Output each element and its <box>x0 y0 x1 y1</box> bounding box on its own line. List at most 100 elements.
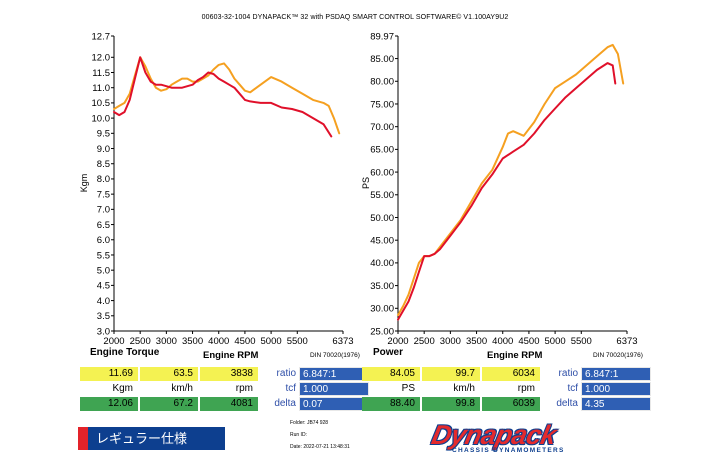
power-tcf-label: tcf <box>567 383 578 394</box>
report-header: 00603-32-1004 DYNAPACK™ 32 with PSDAQ SM… <box>201 14 509 21</box>
torque-compare-speed: 67.2 <box>140 397 198 411</box>
torque-y-tick-label: 5.0 <box>97 265 110 276</box>
torque-y-tick-label: 10.5 <box>92 98 111 109</box>
torque-x-tick-label: 5000 <box>261 336 282 347</box>
date-info: Date: 2022-07-21 13:48:31 <box>290 444 350 450</box>
power-speed-unit: km/h <box>453 383 475 394</box>
torque-compare-rpm: 4081 <box>200 397 258 411</box>
torque-tcf-value: 1.000 <box>299 382 369 396</box>
torque-x-tick-label: 4500 <box>234 336 255 347</box>
torque-x-tick-label: 2500 <box>130 336 151 347</box>
torque-y-axis-label: Kgm <box>79 174 89 193</box>
power-unit: PS <box>401 383 415 394</box>
torque-y-tick-label: 11.5 <box>92 68 110 79</box>
power-x-tick-label: 3500 <box>466 336 487 347</box>
torque-ratio-value: 6.847:1 <box>299 367 369 381</box>
torque-y-tick-label: 3.5 <box>97 311 110 322</box>
torque-y-tick-label: 12.0 <box>92 53 111 64</box>
torque-y-tick-label: 9.5 <box>97 129 110 140</box>
torque-rpm-label: Engine RPM <box>203 350 259 361</box>
power-y-tick-label: 60.00 <box>370 167 394 178</box>
power-x-tick-label: 2500 <box>414 336 435 347</box>
torque-peak-speed: 63.5 <box>140 367 198 381</box>
power-x-tick-label: 4500 <box>518 336 539 347</box>
torque-y-tick-label: 3.0 <box>97 326 110 337</box>
power-y-tick-label: 25.00 <box>370 326 394 337</box>
torque-peak-rpm: 3838 <box>200 367 258 381</box>
torque-x-tick-label: 6373 <box>332 336 353 347</box>
torque-rpm-unit: rpm <box>235 383 253 394</box>
power-x-tick-label: 6373 <box>616 336 637 347</box>
torque-compare-value: 12.06 <box>80 397 138 411</box>
power-x-tick-label: 5500 <box>571 336 592 347</box>
run-id-info: Run ID: <box>290 432 307 438</box>
torque-y-tick-label: 6.0 <box>97 235 110 246</box>
power-peak-rpm: 6034 <box>482 367 540 381</box>
power-compare-rpm: 6039 <box>482 397 540 411</box>
torque-chart: 12.7 12.0 11.5 11.0 10.5 10.0 9.5 9.0 8.5 8.0 7.5 7… <box>79 31 354 347</box>
torque-peak-value: 11.69 <box>80 367 138 381</box>
torque-x-tick-label: 3500 <box>182 336 203 347</box>
power-delta-value: 4.35 <box>581 397 651 411</box>
power-compare-value: 88.40 <box>362 397 420 411</box>
torque-y-tick-label: 11.0 <box>92 83 110 94</box>
torque-series-orange <box>113 56 341 135</box>
torque-y-tick-label: 9.0 <box>97 144 110 155</box>
torque-y-tick-label: 5.5 <box>97 250 110 261</box>
power-din-label: DIN 70020(1976) <box>593 352 643 359</box>
torque-delta-value: 0.07 <box>299 397 369 411</box>
power-y-axis-label: PS <box>361 177 371 189</box>
power-y-tick-label: 85.00 <box>370 54 394 65</box>
power-panel-title: Power <box>373 347 404 358</box>
power-x-tick-label: 4000 <box>492 336 513 347</box>
torque-panel-title: Engine Torque <box>90 347 160 358</box>
torque-y-tick-label: 6.5 <box>97 220 110 231</box>
torque-x-tick-label: 4000 <box>208 336 229 347</box>
torque-x-tick-label: 3000 <box>156 336 177 347</box>
torque-y-tick-label: 10.0 <box>92 113 111 124</box>
power-tcf-value: 1.000 <box>581 382 651 396</box>
torque-din-label: DIN 70020(1976) <box>310 352 360 359</box>
power-ratio-value: 6.847:1 <box>581 367 651 381</box>
torque-x-tick-label: 5500 <box>287 336 308 347</box>
power-y-tick-label: 89.97 <box>370 31 394 42</box>
regular-spec-badge: レギュラー仕様 <box>78 427 225 450</box>
torque-series-red <box>113 56 333 138</box>
power-delta-label: delta <box>556 398 578 409</box>
power-series-orange <box>397 43 625 317</box>
torque-unit: Kgm <box>112 383 133 394</box>
power-x-tick-label: 5000 <box>545 336 566 347</box>
power-x-tick-label: 2000 <box>387 336 408 347</box>
power-ratio-label: ratio <box>558 368 578 379</box>
power-x-tick-label: 3000 <box>440 336 461 347</box>
power-y-tick-label: 40.00 <box>370 258 394 269</box>
power-y-tick-label: 45.00 <box>370 235 394 246</box>
folder-info: Folder: JB74 928 <box>290 420 329 426</box>
power-compare-speed: 99.8 <box>422 397 480 411</box>
power-y-tick-label: 75.00 <box>370 99 394 110</box>
power-rpm-unit: rpm <box>517 383 535 394</box>
torque-y-tick-label: 8.0 <box>97 174 110 185</box>
power-rpm-label: Engine RPM <box>487 350 543 361</box>
torque-x-tick-label: 2000 <box>103 336 124 347</box>
power-y-tick-label: 35.00 <box>370 281 394 292</box>
power-y-tick-label: 50.00 <box>370 213 394 224</box>
power-series-red <box>397 62 617 321</box>
torque-y-tick-label: 8.5 <box>97 159 110 170</box>
torque-y-tick-label: 4.5 <box>97 281 110 292</box>
torque-delta-label: delta <box>274 398 296 409</box>
power-y-tick-label: 80.00 <box>370 77 394 88</box>
power-y-tick-label: 70.00 <box>370 122 394 133</box>
torque-y-tick-label: 7.0 <box>97 205 110 216</box>
torque-y-tick-label: 7.5 <box>97 189 110 200</box>
power-y-tick-label: 65.00 <box>370 145 394 156</box>
torque-y-tick-label: 12.7 <box>92 31 111 42</box>
power-y-tick-label: 30.00 <box>370 304 394 315</box>
dynapack-tagline: CHASSIS DYNAMOMETERS <box>452 447 565 454</box>
power-peak-speed: 99.7 <box>422 367 480 381</box>
power-y-tick-label: 55.00 <box>370 190 394 201</box>
power-peak-value: 84.05 <box>362 367 420 381</box>
torque-ratio-label: ratio <box>276 368 296 379</box>
badge-red-stripe <box>78 427 88 450</box>
